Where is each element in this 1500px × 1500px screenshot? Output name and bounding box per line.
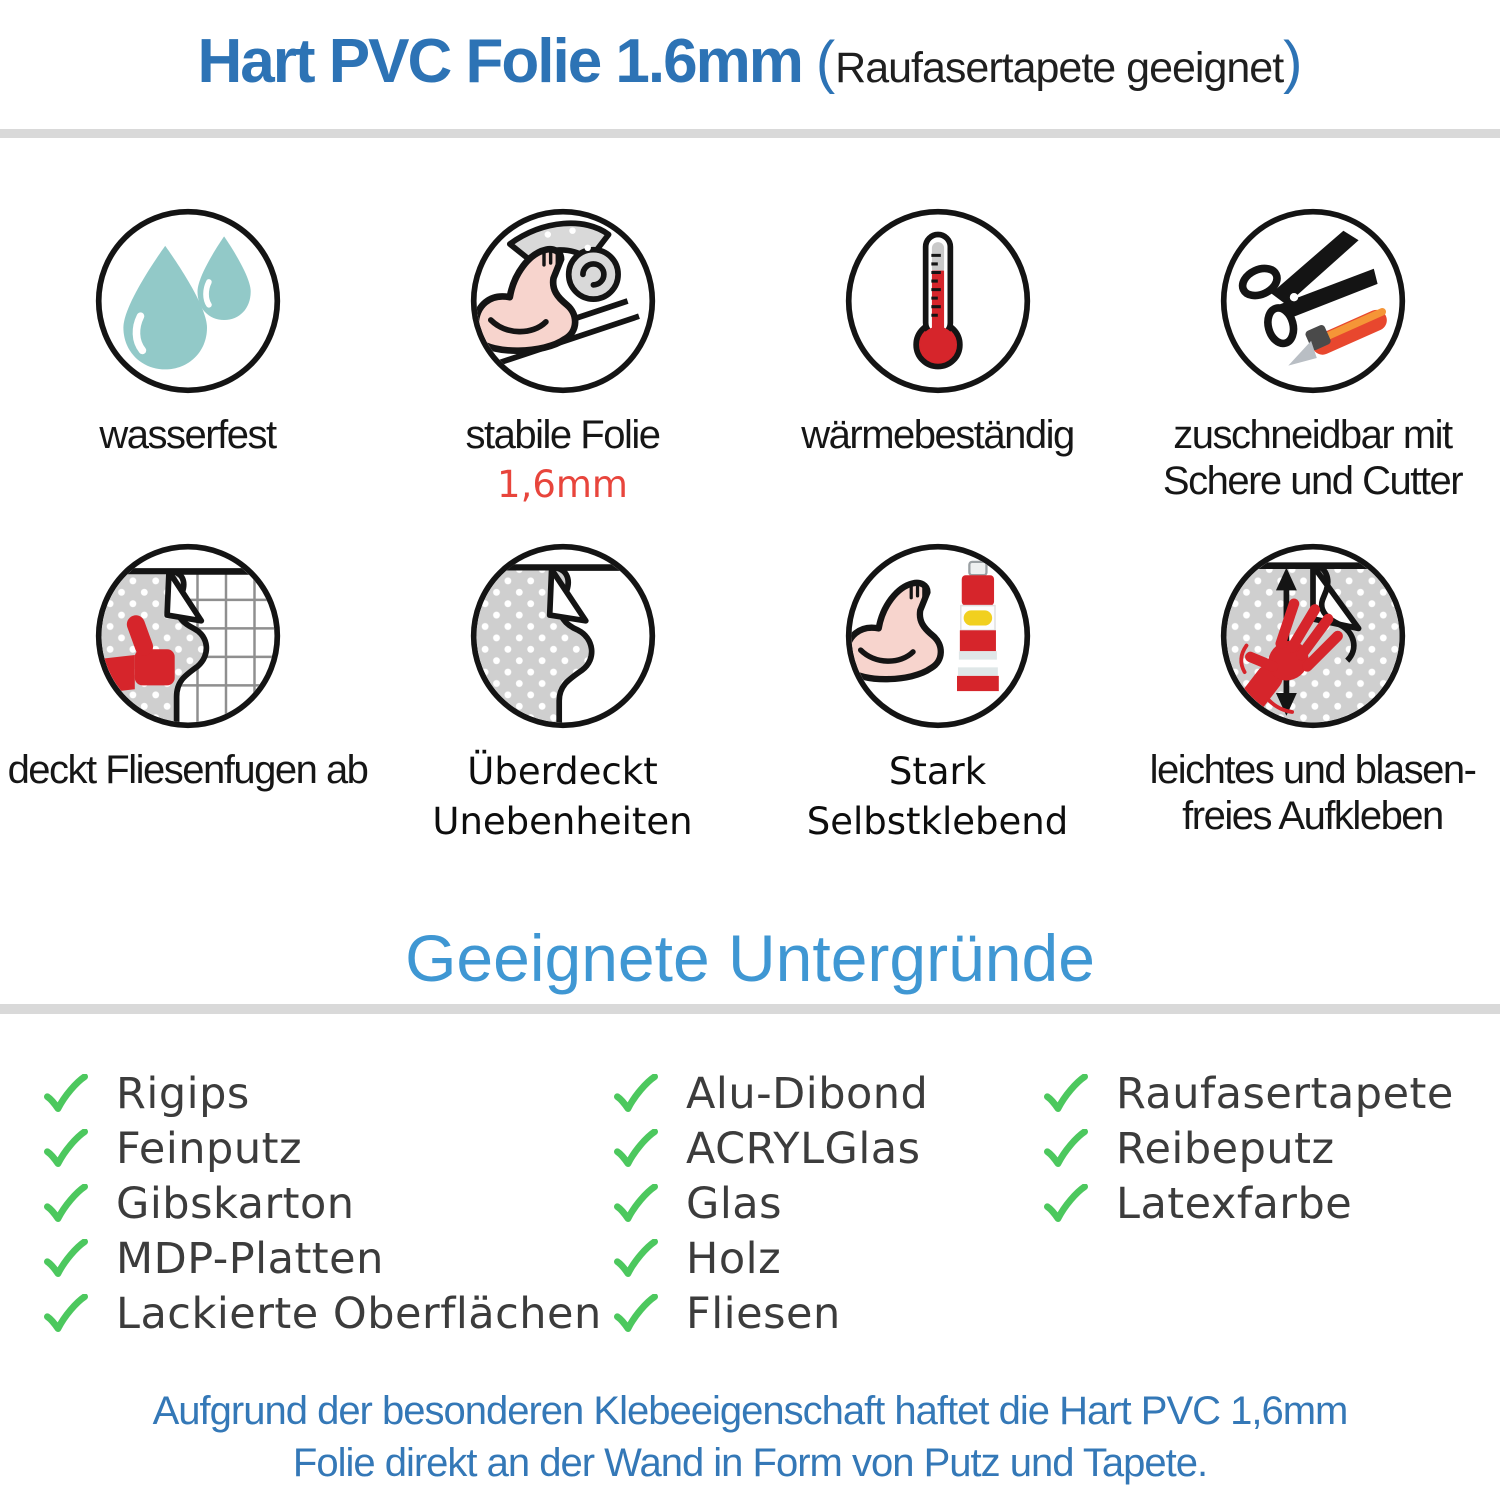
divider-line <box>0 129 1500 138</box>
title-paren-close: ) <box>1283 30 1303 95</box>
muscle-arm-glue-tube-icon <box>843 541 1033 731</box>
page-title: Hart PVC Folie 1.6mm (Raufasertapete geei… <box>0 26 1500 97</box>
feature-waterproof: wasserfest <box>0 206 375 541</box>
feature-label: wärmebeständig <box>801 413 1075 457</box>
title-main: Hart PVC Folie 1.6mm <box>197 27 804 96</box>
surface-list-item: ACRYLGlas <box>612 1121 928 1176</box>
footer-line-2: Folie direkt an der Wand in Form von Put… <box>292 1441 1208 1485</box>
checkmark-icon <box>44 1128 88 1167</box>
feature-label: stabile Folie 1,6mm <box>465 413 661 506</box>
title-paren-open: ( <box>815 30 836 95</box>
footer-line-1: Aufgrund der besonderen Klebeeigenschaft… <box>152 1389 1349 1433</box>
surfaces-heading: Geeignete Untergründe <box>405 921 1095 995</box>
thickness-value: 1,6mm <box>497 463 628 506</box>
feature-label: Überdeckt Unebenheiten <box>432 750 693 843</box>
water-drops-icon <box>93 206 283 396</box>
feature-grid: wasserfest <box>0 206 1500 847</box>
surface-list-item: Latexfarbe <box>1042 1176 1454 1231</box>
scissors-cutter-icon <box>1218 206 1408 396</box>
foil-covering-unevenness-icon <box>468 541 658 731</box>
surface-column-3: Raufasertapete Reibeputz Latexfarbe <box>1042 1066 1454 1231</box>
feature-stable-foil: stabile Folie 1,6mm <box>375 206 750 541</box>
feature-bubble-free: leichtes und blasen- freies Aufkleben <box>1125 541 1500 847</box>
checkmark-icon <box>1044 1128 1088 1167</box>
feature-label: deckt Fliesenfugen ab <box>7 748 369 792</box>
feature-covers-unevenness: Überdeckt Unebenheiten <box>375 541 750 847</box>
surface-list-item: Gibskarton <box>42 1176 602 1231</box>
surface-list-item: Alu-Dibond <box>612 1066 928 1121</box>
checkmark-icon <box>1044 1073 1088 1112</box>
surface-list-item: Raufasertapete <box>1042 1066 1454 1121</box>
checkmark-icon <box>614 1183 658 1222</box>
feature-label: zuschneidbar mit Schere und Cutter <box>1162 413 1464 503</box>
checkmark-icon <box>614 1293 658 1332</box>
surface-list-item: Glas <box>612 1176 928 1231</box>
checkmark-icon <box>614 1128 658 1167</box>
surface-list-item: Lackierte Oberflächen <box>42 1286 602 1341</box>
checkmark-icon <box>44 1293 88 1332</box>
checkmark-icon <box>614 1238 658 1277</box>
surface-list-item: Reibeputz <box>1042 1121 1454 1176</box>
feature-label: Stark Selbstklebend <box>806 750 1069 843</box>
checkmark-icon <box>44 1238 88 1277</box>
feature-heat-resistant: wärmebeständig <box>750 206 1125 541</box>
surface-column-1: Rigips Feinputz Gibskarton MDP-Platten L… <box>42 1066 602 1341</box>
checkmark-icon <box>44 1183 88 1222</box>
surface-list-item: Feinputz <box>42 1121 602 1176</box>
surface-list-item: MDP-Platten <box>42 1231 602 1286</box>
footer-note: Aufgrund der besonderen Klebeeigenschaft… <box>0 1385 1500 1489</box>
checkmark-icon <box>1044 1183 1088 1222</box>
divider-line <box>0 1004 1500 1014</box>
feature-cuttable: zuschneidbar mit Schere und Cutter <box>1125 206 1500 541</box>
muscle-arm-foil-roll-icon <box>468 206 658 396</box>
thermometer-icon <box>843 206 1033 396</box>
surface-column-2: Alu-Dibond ACRYLGlas Glas Holz Fliesen <box>612 1066 928 1341</box>
checkmark-icon <box>44 1073 88 1112</box>
surface-list-item: Rigips <box>42 1066 602 1121</box>
surface-list-item: Holz <box>612 1231 928 1286</box>
feature-label: leichtes und blasen- freies Aufkleben <box>1149 748 1477 838</box>
feature-self-adhesive: Stark Selbstklebend <box>750 541 1125 847</box>
checkmark-icon <box>614 1073 658 1112</box>
tile-joints-thumb-up-icon <box>93 541 283 731</box>
feature-covers-tile-joints: deckt Fliesenfugen ab <box>0 541 375 847</box>
surface-list-item: Fliesen <box>612 1286 928 1341</box>
feature-label: wasserfest <box>99 413 277 457</box>
title-note: Raufasertapete geeignet <box>835 44 1284 92</box>
hand-smoothing-foil-icon <box>1218 541 1408 731</box>
